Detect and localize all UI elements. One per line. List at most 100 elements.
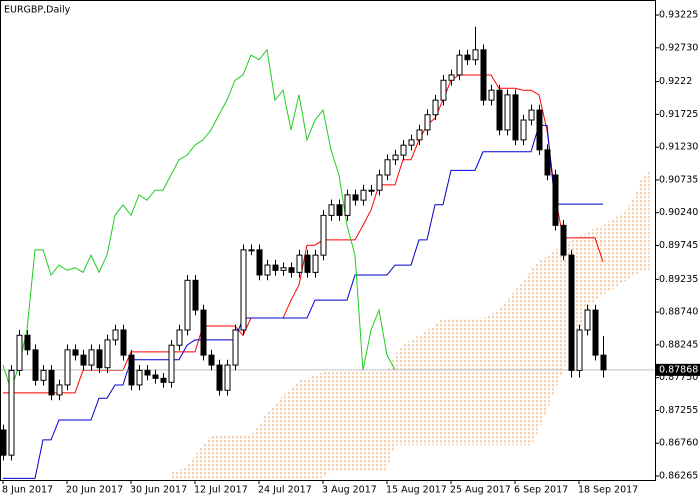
candle-body: [592, 309, 599, 356]
candle-body: [48, 369, 55, 396]
candle-body: [112, 329, 119, 341]
y-tick-label: 0.86265: [659, 471, 698, 482]
candle-body: [544, 149, 551, 176]
candle-body: [328, 204, 335, 216]
candle-body: [320, 214, 327, 256]
candle-body: [336, 204, 343, 216]
candle-body: [136, 369, 143, 386]
candle-body: [296, 254, 303, 273]
indicator-line: [3, 124, 603, 479]
candle-body: [160, 377, 167, 383]
y-tick-label: 0.87750: [659, 372, 698, 383]
cloud-layer: [171, 170, 651, 479]
candle-body: [256, 249, 263, 276]
x-tick-label: 15 Aug 2017: [386, 485, 447, 496]
candle-body: [488, 89, 495, 101]
candle-body: [264, 264, 271, 276]
y-tick-label: 0.92730: [659, 42, 698, 53]
candle-body: [128, 354, 135, 386]
candle-body: [16, 334, 23, 371]
candle-body: [504, 94, 511, 131]
candle-body: [568, 254, 575, 371]
candle-body: [400, 144, 407, 156]
candle-body: [32, 349, 39, 381]
y-tick-label: 0.93225: [659, 10, 698, 21]
candle-body: [224, 364, 231, 391]
candle-body: [8, 369, 15, 456]
x-tick-label: 18 Sep 2017: [578, 485, 638, 496]
y-tick-label: 0.89745: [659, 240, 698, 251]
candle-body: [104, 339, 111, 369]
axis-layer: 0.93225 0.92730 0.9222 0.91725 0.91230 0.9073…: [2, 10, 700, 496]
lagging-line: [2, 48, 396, 392]
candle-body: [216, 364, 223, 391]
x-tick-label: 30 Jun 2017: [130, 485, 187, 496]
candle-body: [184, 279, 191, 331]
candle-body: [456, 54, 463, 76]
candle-body: [368, 189, 375, 192]
candle-body: [384, 159, 391, 176]
candle-body: [360, 189, 367, 201]
candle-body: [144, 369, 151, 376]
candle-body: [192, 279, 199, 311]
candle-body: [240, 249, 247, 331]
candle-body: [272, 264, 279, 271]
candle-body: [304, 254, 311, 273]
candle-body: [496, 89, 503, 131]
candle-body: [248, 249, 255, 252]
candle-body: [312, 254, 319, 273]
x-tick-label: 12 Jul 2017: [194, 485, 248, 496]
candle-body: [288, 267, 295, 273]
y-tick-label: 0.87255: [659, 405, 698, 416]
x-tick-label: 8 Jun 2017: [2, 485, 53, 496]
candle-body: [512, 94, 519, 141]
x-tick-label: 3 Aug 2017: [322, 485, 377, 496]
y-tick-label: 0.88740: [659, 307, 698, 318]
candle-body: [520, 119, 527, 141]
y-tick-label: 0.91230: [659, 142, 698, 153]
candle-body: [280, 267, 287, 271]
ichimoku-cloud: [171, 170, 651, 479]
y-tick-label: 0.86760: [659, 438, 698, 449]
candle-body: [152, 374, 159, 379]
y-tick-label: 0.90240: [659, 207, 698, 218]
candle-body: [584, 309, 591, 331]
y-tick-label: 0.88245: [659, 339, 698, 350]
candle-body: [344, 194, 351, 216]
candle-body: [80, 354, 87, 366]
current-price-box: [656, 363, 700, 376]
candle-body: [464, 54, 471, 61]
candle-body: [96, 349, 103, 369]
candle-body: [472, 49, 479, 61]
candle-body: [480, 49, 487, 101]
candle-body: [600, 354, 607, 371]
candle-body: [528, 109, 535, 121]
chart-title: EURGBP,Daily: [4, 5, 71, 16]
candle-body: [88, 349, 95, 366]
candle-body: [424, 114, 431, 131]
candle-body: [120, 329, 127, 356]
x-tick-label: 6 Sep 2017: [514, 485, 568, 496]
y-tick-label: 0.90735: [659, 174, 698, 185]
candle-body: [56, 384, 63, 396]
y-tick-label: 0.89235: [659, 274, 698, 285]
candle-body: [448, 74, 455, 81]
candle-body: [232, 329, 239, 366]
candle-body: [64, 349, 71, 386]
candle-layer: [0, 26, 607, 461]
candle-body: [576, 329, 583, 371]
y-tick-label: 0.9222: [659, 76, 692, 87]
candle-body: [392, 154, 399, 161]
candle-body: [416, 129, 423, 141]
current-price-label: 0.87868: [659, 364, 698, 375]
candle-body: [536, 109, 543, 151]
candle-body: [408, 139, 415, 146]
candle-body: [440, 79, 447, 101]
x-tick-label: 20 Jun 2017: [66, 485, 123, 496]
candle-body: [200, 309, 207, 356]
candle-body: [24, 334, 31, 351]
x-tick-label: 25 Aug 2017: [450, 485, 511, 496]
plot-frame: [0, 0, 656, 481]
